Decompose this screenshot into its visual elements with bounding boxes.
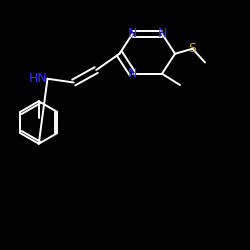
Text: N: N (128, 67, 137, 80)
Text: HN: HN (29, 72, 48, 85)
Text: N: N (157, 27, 167, 40)
Text: N: N (128, 27, 137, 40)
Text: S: S (188, 42, 196, 55)
